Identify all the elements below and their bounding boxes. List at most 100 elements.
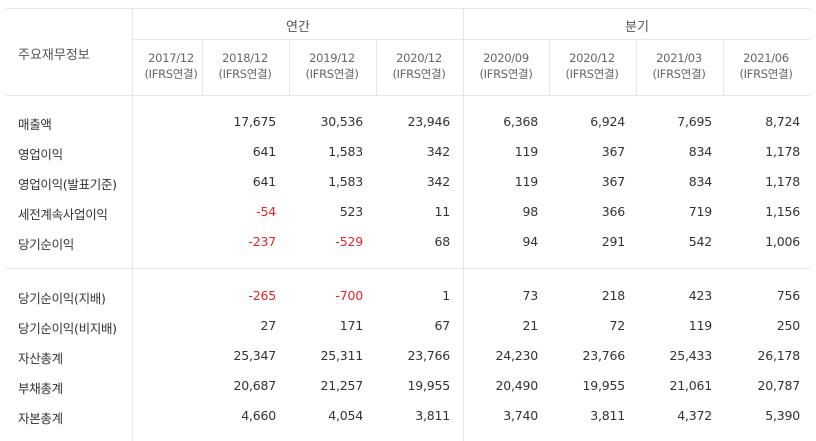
period-divider bbox=[376, 40, 377, 95]
table-cell: 171 bbox=[339, 318, 363, 333]
table-cell: 641 bbox=[252, 174, 276, 189]
section-divider bbox=[6, 268, 810, 269]
table-cell: 72 bbox=[609, 318, 625, 333]
table-cell: 6,924 bbox=[590, 114, 625, 129]
table-cell: 21 bbox=[522, 318, 538, 333]
table-cell: 30,536 bbox=[320, 114, 363, 129]
table-top-border bbox=[6, 8, 810, 9]
table-cell: 834 bbox=[688, 144, 712, 159]
table-cell: 4,660 bbox=[241, 408, 276, 423]
table-cell: 23,766 bbox=[407, 348, 450, 363]
period-basis: (IFRS연결) bbox=[652, 67, 706, 81]
table-cell: 23,766 bbox=[582, 348, 625, 363]
table-cell: 20,787 bbox=[757, 378, 800, 393]
table-cell: -529 bbox=[335, 234, 363, 249]
table-cell: 94 bbox=[522, 234, 538, 249]
table-cell: 1,583 bbox=[328, 144, 363, 159]
table-cell: 8,724 bbox=[765, 114, 800, 129]
row-label: 매출액 bbox=[18, 117, 52, 132]
period-divider bbox=[723, 40, 724, 95]
table-cell: 542 bbox=[688, 234, 712, 249]
table-cell: 6,368 bbox=[503, 114, 538, 129]
period-divider bbox=[289, 40, 290, 95]
table-cell: 7,695 bbox=[677, 114, 712, 129]
table-cell: 523 bbox=[339, 204, 363, 219]
table-cell: 1,156 bbox=[765, 204, 800, 219]
table-cell: 1,583 bbox=[328, 174, 363, 189]
table-cell: 25,433 bbox=[669, 348, 712, 363]
table-cell: 4,054 bbox=[328, 408, 363, 423]
period-basis: (IFRS연결) bbox=[479, 67, 533, 81]
table-cell: 119 bbox=[514, 144, 538, 159]
table-cell: 26,178 bbox=[757, 348, 800, 363]
row-label: 당기순이익 bbox=[18, 237, 75, 252]
table-cell: 19,955 bbox=[582, 378, 625, 393]
table-cell: 367 bbox=[601, 174, 625, 189]
table-cell: -237 bbox=[248, 234, 276, 249]
table-cell: 21,061 bbox=[669, 378, 712, 393]
table-cell: 641 bbox=[252, 144, 276, 159]
table-cell: 23,946 bbox=[407, 114, 450, 129]
table-cell: 342 bbox=[426, 174, 450, 189]
period-date: 2018/12 bbox=[222, 51, 268, 65]
table-cell: 1,178 bbox=[765, 174, 800, 189]
period-basis: (IFRS연결) bbox=[392, 67, 446, 81]
table-cell: 5,390 bbox=[765, 408, 800, 423]
table-cell: 4,372 bbox=[677, 408, 712, 423]
table-cell: 834 bbox=[688, 174, 712, 189]
annual-group-header: 연간 bbox=[286, 20, 310, 35]
table-cell: 21,257 bbox=[320, 378, 363, 393]
row-label: 당기순이익(지배) bbox=[18, 291, 106, 306]
header-group-divider bbox=[132, 39, 810, 40]
period-date: 2017/12 bbox=[148, 51, 194, 65]
period-header: 2020/12 (IFRS연결) bbox=[549, 50, 635, 82]
table-cell: 756 bbox=[776, 288, 800, 303]
table-cell: -700 bbox=[335, 288, 363, 303]
table-cell: 3,811 bbox=[415, 408, 450, 423]
period-basis: (IFRS연결) bbox=[218, 67, 272, 81]
period-date: 2020/12 bbox=[569, 51, 615, 65]
period-divider bbox=[636, 40, 637, 95]
row-label: 자산총계 bbox=[18, 351, 63, 366]
table-cell: 11 bbox=[434, 204, 450, 219]
period-header: 2020/12 (IFRS연결) bbox=[376, 50, 462, 82]
table-cell: 27 bbox=[260, 318, 276, 333]
table-cell: 1 bbox=[442, 288, 450, 303]
table-cell: 20,687 bbox=[233, 378, 276, 393]
table-cell: 719 bbox=[688, 204, 712, 219]
table-cell: 119 bbox=[688, 318, 712, 333]
table-cell: 423 bbox=[688, 288, 712, 303]
period-basis: (IFRS연결) bbox=[144, 67, 198, 81]
table-cell: 3,811 bbox=[590, 408, 625, 423]
period-header: 2018/12 (IFRS연결) bbox=[202, 50, 288, 82]
period-divider bbox=[202, 40, 203, 95]
header-bottom-border bbox=[6, 95, 810, 96]
table-cell: 73 bbox=[522, 288, 538, 303]
table-cell: -54 bbox=[256, 204, 276, 219]
period-basis: (IFRS연결) bbox=[565, 67, 619, 81]
period-date: 2020/09 bbox=[483, 51, 529, 65]
table-cell: 20,490 bbox=[495, 378, 538, 393]
table-cell: 1,178 bbox=[765, 144, 800, 159]
period-date: 2020/12 bbox=[396, 51, 442, 65]
period-date: 2021/06 bbox=[743, 51, 789, 65]
table-cell: 366 bbox=[601, 204, 625, 219]
row-label: 부채총계 bbox=[18, 381, 63, 396]
table-title: 주요재무정보 bbox=[18, 48, 90, 63]
table-cell: 367 bbox=[601, 144, 625, 159]
period-header: 2020/09 (IFRS연결) bbox=[463, 50, 549, 82]
table-cell: 67 bbox=[434, 318, 450, 333]
quarterly-group-header: 분기 bbox=[625, 20, 649, 35]
table-cell: 291 bbox=[601, 234, 625, 249]
row-label: 영업이익(발표기준) bbox=[18, 177, 117, 192]
row-label: 세전계속사업이익 bbox=[18, 207, 108, 222]
table-cell: 1,006 bbox=[765, 234, 800, 249]
period-header: 2021/06 (IFRS연결) bbox=[723, 50, 809, 82]
table-cell: 17,675 bbox=[233, 114, 276, 129]
table-cell: 25,311 bbox=[320, 348, 363, 363]
table-cell: -265 bbox=[248, 288, 276, 303]
period-header: 2021/03 (IFRS연결) bbox=[636, 50, 722, 82]
annual-quarterly-divider bbox=[463, 9, 464, 441]
table-cell: 250 bbox=[776, 318, 800, 333]
table-cell: 342 bbox=[426, 144, 450, 159]
